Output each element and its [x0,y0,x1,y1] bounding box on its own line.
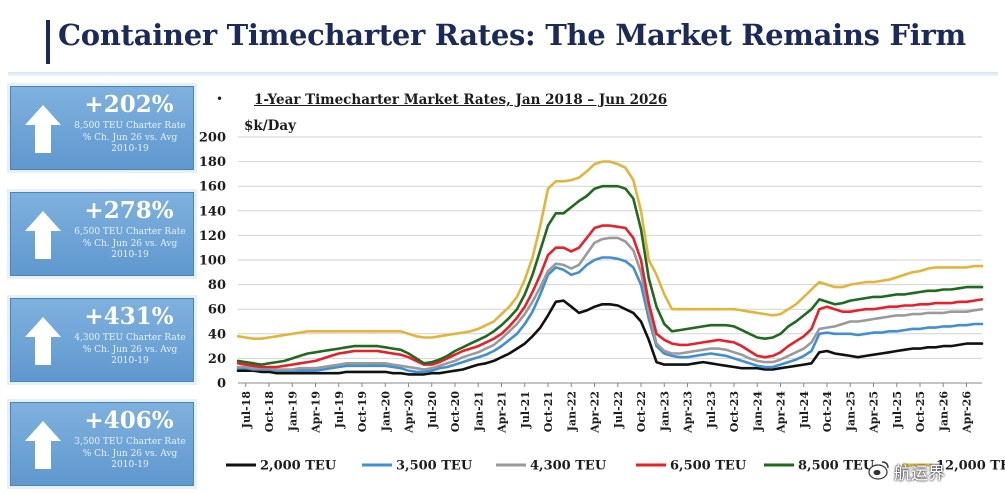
watermark: 航运界 [868,455,998,485]
x-tick-label: Oct-25 [914,391,927,432]
stat-card-8500: +202% 8,500 TEU Charter Rate % Ch. Jun 2… [10,86,194,170]
stat-description: 4,300 TEU Charter Rate % Ch. Jun 26 vs. … [74,333,186,366]
x-tick-label: Oct-18 [263,391,276,433]
x-tick-label: Jan-22 [565,391,578,432]
y-tick-label: 0 [217,377,226,392]
x-tick-label: Apr-26 [961,391,974,434]
weibo-logo-icon [868,461,889,480]
x-tick-label: Apr-20 [403,391,416,434]
legend-label: 4,300 TEU [530,459,607,474]
x-tick-label: Oct-21 [542,391,555,432]
x-tick-label: Jul-24 [798,391,811,430]
x-axis-ticks: Jul-18 Oct-18 Jan-19 Apr-19 Jul-19 Oct-19 Jan-… [240,383,974,434]
x-tick-label: Jul-19 [333,391,346,429]
x-tick-label: Jan-25 [844,391,857,432]
stats-panel: +202% 8,500 TEU Charter Rate % Ch. Jun 2… [10,80,194,490]
x-tick-label: Jan-23 [658,391,671,432]
y-axis-label: $k/Day [244,118,296,134]
stat-description: 3,500 TEU Charter Rate % Ch. Jun 26 vs. … [74,437,186,470]
x-tick-label: Jul-25 [891,391,904,429]
x-tick-label: Oct-23 [728,391,741,432]
up-arrow-icon [25,317,61,365]
title-divider [8,72,998,76]
watermark-text: 航运界 [894,464,945,484]
x-tick-label: Jan-24 [751,391,764,433]
legend-label: 3,500 TEU [396,459,473,474]
x-tick-label: Jan-21 [472,391,485,432]
title-bar: Container Timecharter Rates: The Market … [38,14,998,66]
y-tick-label: 160 [199,180,226,195]
chart-title: 1-Year Timecharter Market Rates, Jan 201… [254,92,668,108]
y-tick-label: 100 [199,254,226,269]
stat-percent: +406% [84,407,174,434]
y-tick-label: 60 [208,303,226,318]
series-line-12000teu [236,160,984,341]
x-tick-label: Oct-19 [356,391,369,432]
legend-label: 8,500 TEU [798,459,875,474]
x-tick-label: Oct-20 [449,391,462,433]
stat-card-6500: +278% 6,500 TEU Charter Rate % Ch. Jun 2… [10,192,194,276]
x-tick-label: Jan-26 [937,391,950,433]
x-tick-label: Apr-25 [868,391,881,434]
chart-series [236,160,984,376]
legend-label: 6,500 TEU [670,459,747,474]
legend-label: 12,000 TEU [936,459,1005,474]
y-tick-label: 120 [199,229,226,244]
y-tick-label: 200 [199,131,226,146]
stat-percent: +431% [84,303,174,330]
stat-description: 6,500 TEU Charter Rate % Ch. Jun 26 vs. … [74,227,186,260]
y-axis-ticks: 0 20 40 60 80 100 120 140 160 180 200 [199,131,226,392]
stat-card-3500: +406% 3,500 TEU Charter Rate % Ch. Jun 2… [10,402,194,486]
series-line-3500teu [236,256,984,374]
page-title: Container Timecharter Rates: The Market … [58,18,966,52]
series-line-8500teu [236,184,984,366]
stat-description: 8,500 TEU Charter Rate % Ch. Jun 26 vs. … [74,121,186,154]
stat-percent: +278% [84,197,174,224]
title-accent-bar [46,20,50,64]
series-line-4300teu [236,236,984,371]
y-tick-label: 140 [199,204,226,219]
x-tick-label: Jul-18 [240,391,253,430]
x-tick-label: Apr-21 [496,391,509,434]
x-tick-label: Jan-19 [286,391,299,432]
y-tick-label: 20 [208,352,226,367]
y-tick-label: 80 [208,278,226,293]
x-tick-label: Jan-20 [379,391,392,433]
stat-percent: +202% [84,91,174,118]
chart-title-bullet: • [216,92,224,106]
series-line-6500teu [236,224,984,369]
x-tick-label: Apr-19 [310,391,323,434]
x-tick-label: Oct-22 [635,391,648,432]
series-line-2000teu [236,299,984,376]
x-tick-label: Jul-20 [426,391,439,430]
x-tick-label: Jul-22 [612,391,625,429]
up-arrow-icon [25,211,61,259]
chart-legend: 2,000 TEU 3,500 TEU 4,300 TEU 6,500 TEU 8,50… [226,459,1005,474]
x-tick-label: Jul-23 [705,391,718,429]
legend-label: 2,000 TEU [260,459,337,474]
x-tick-label: Apr-23 [682,391,695,434]
up-arrow-icon [25,105,61,153]
up-arrow-icon [25,421,61,469]
x-tick-label: Apr-24 [775,391,788,434]
stat-card-4300: +431% 4,300 TEU Charter Rate % Ch. Jun 2… [10,298,194,382]
x-tick-label: Oct-24 [821,391,834,433]
x-tick-label: Jul-21 [519,391,532,429]
y-tick-label: 40 [208,327,226,342]
x-tick-label: Apr-22 [589,391,602,434]
y-tick-label: 180 [199,155,226,170]
